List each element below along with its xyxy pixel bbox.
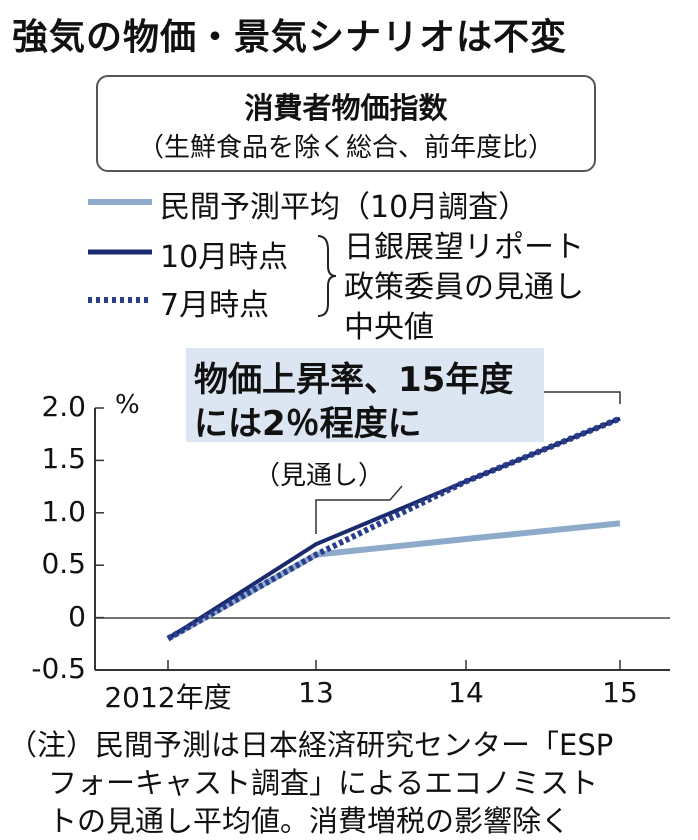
x-tick-label: 13: [298, 676, 334, 709]
legend-label-private: 民間予測平均（10月調査）: [160, 190, 529, 225]
legend-group-line2: 政策委員の見通し: [344, 270, 584, 305]
y-tick-label: 1.0: [41, 494, 86, 528]
legend-label-oct: 10月時点: [160, 240, 289, 275]
legend-group-line1: 日銀展望リポート: [344, 230, 584, 265]
x-tick-label: 15: [602, 676, 638, 709]
forecast-label: （見通し）: [254, 461, 385, 491]
indicator-title: 消費者物価指数: [244, 91, 448, 125]
legend-group-line3: 中央値: [344, 310, 434, 345]
footnote-line1: （注）民間予測は日本経済研究センター「ESP: [8, 728, 614, 762]
series-line-jul: [166, 415, 622, 642]
forecast-bracket: [315, 485, 403, 534]
y-tick-label: -0.5: [31, 652, 86, 685]
footnote-line2: フォーキャスト調査」によるエコノミスト: [48, 766, 599, 800]
callout-box: 物価上昇率、15年度 には2％程度に: [186, 348, 544, 444]
page-title: 強気の物価・景気シナリオは不変: [12, 17, 568, 58]
y-tick-label: 0: [68, 599, 86, 633]
x-tick-label: 14: [448, 676, 484, 709]
callout-leader: [544, 391, 621, 404]
y-tick-label: 0.5: [41, 547, 86, 581]
series-line-private: [166, 520, 621, 642]
indicator-box: 消費者物価指数 （生鮮食品を除く総合、前年度比）: [96, 75, 596, 172]
callout-line2: には2％程度に: [194, 404, 422, 444]
y-tick-label: 2.0: [41, 390, 86, 423]
y-tick-label: 1.5: [41, 442, 86, 476]
legend-brace: [317, 235, 337, 317]
indicator-subtitle: （生鮮食品を除く総合、前年度比）: [137, 133, 554, 163]
x-tick-label: 2012年度: [104, 681, 232, 714]
y-unit-label: %: [115, 390, 140, 420]
legend-label-jul: 7月時点: [160, 288, 270, 323]
callout-line1: 物価上昇率、15年度: [194, 360, 514, 400]
footnote-line3: トの見通し平均値。消費増税の影響除く: [48, 804, 571, 838]
